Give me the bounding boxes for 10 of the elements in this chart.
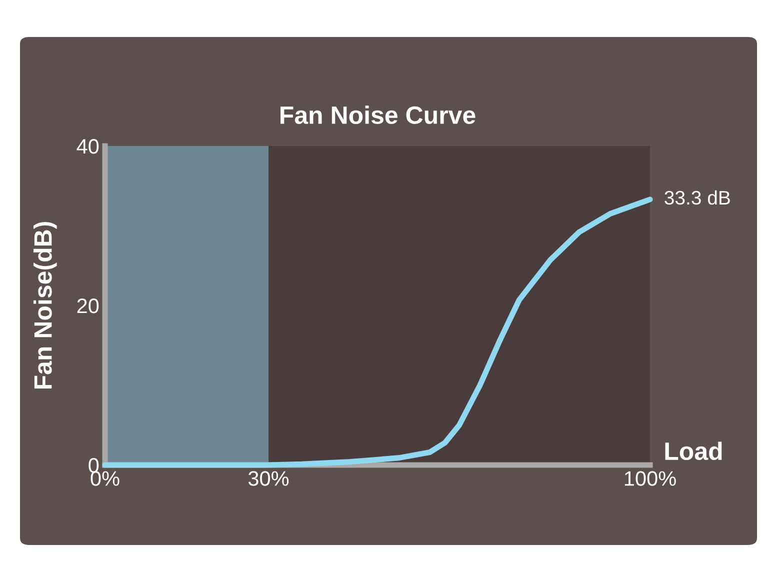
x-tick-label: 0% xyxy=(90,471,120,486)
x-tick-label: 30% xyxy=(248,471,289,486)
chart-title: Fan Noise Curve xyxy=(280,106,476,124)
x-axis-title: Load xyxy=(665,442,722,460)
annotation: 33.3 dB xyxy=(664,190,730,205)
y-axis-title: Fan Noise(dB) xyxy=(34,222,57,389)
y-tick-label: 40 xyxy=(76,139,99,154)
x-tick-label: 100% xyxy=(624,471,676,486)
y-tick-label: 0 xyxy=(88,458,99,473)
y-tick-label: 20 xyxy=(77,298,99,314)
